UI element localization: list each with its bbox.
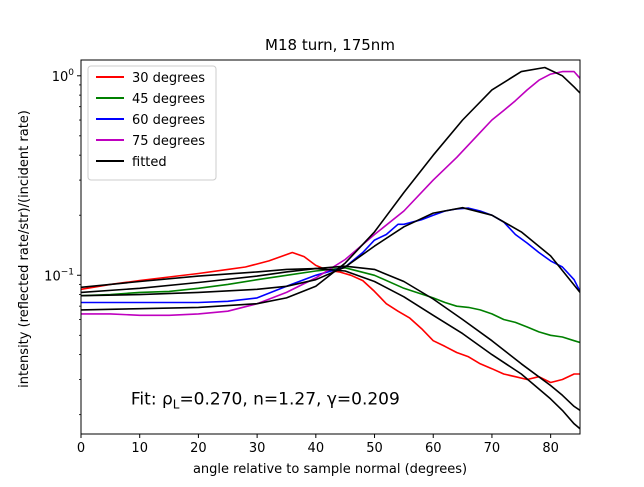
x-tick-label: 10: [131, 441, 148, 456]
series-line-75-degrees: [81, 70, 580, 317]
y-tick-label: 100: [52, 68, 75, 85]
legend-box: [87, 65, 217, 181]
x-tick-label: 0: [77, 441, 85, 456]
y-tick-label: 10−1: [44, 267, 74, 284]
y-axis-ticks: 10−1 100: [44, 68, 81, 416]
fitted-curve: [81, 66, 580, 311]
legend-label: 30 degrees: [132, 71, 205, 86]
fitted-curve: [81, 267, 580, 430]
x-axis-label: angle relative to sample normal (degrees…: [193, 462, 467, 477]
fitted-curve: [81, 206, 580, 297]
legend-label: 75 degrees: [132, 134, 205, 149]
chart-title: M18 turn, 175nm: [265, 36, 395, 54]
plot-frame: [80, 59, 581, 435]
series-line-30-degrees: [81, 251, 580, 384]
legend-label: 45 degrees: [132, 92, 205, 107]
x-tick-label: 40: [308, 441, 325, 456]
fitted-curve: [81, 265, 580, 412]
legend-label: 60 degrees: [132, 113, 205, 128]
x-tick-label: 50: [366, 441, 383, 456]
x-tick-label: 30: [249, 441, 266, 456]
x-tick-label: 60: [425, 441, 442, 456]
x-tick-label: 80: [542, 441, 559, 456]
legend-label: fitted: [132, 155, 167, 170]
series-layer: [81, 66, 580, 430]
x-tick-label: 70: [484, 441, 501, 456]
x-axis-ticks: 0 10 20 30 40 50 60 70 80: [77, 434, 559, 456]
series-line-45-degrees: [81, 266, 580, 344]
legend: 30 degrees 45 degrees 60 degrees 75 degrees…: [87, 65, 217, 181]
fit-annotation: Fit: ρL=0.270, n=1.27, γ=0.209: [131, 389, 400, 411]
y-axis-label: intensity (reflected rate/str)/(incident…: [17, 110, 32, 388]
x-tick-label: 20: [190, 441, 207, 456]
